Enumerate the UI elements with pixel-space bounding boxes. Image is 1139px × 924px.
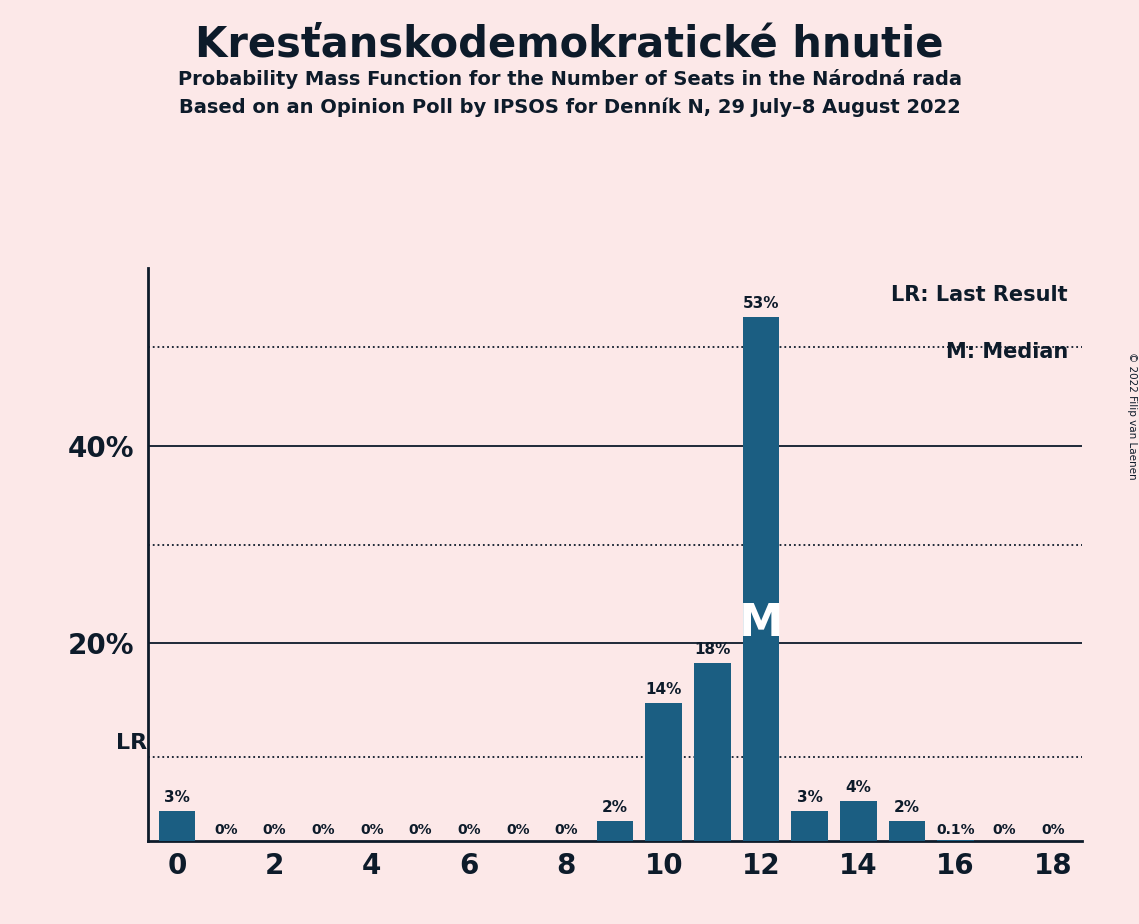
Text: M: M [739, 602, 784, 645]
Text: LR: LR [116, 733, 147, 753]
Bar [597, 821, 633, 841]
Text: LR: Last Result: LR: Last Result [892, 286, 1068, 305]
Text: 4%: 4% [845, 781, 871, 796]
Text: 0%: 0% [214, 823, 238, 837]
Bar [694, 663, 730, 841]
Bar [159, 811, 196, 841]
Text: 0.1%: 0.1% [936, 823, 975, 837]
Text: 0%: 0% [506, 823, 530, 837]
Text: 0%: 0% [555, 823, 579, 837]
Text: 2%: 2% [894, 800, 920, 815]
Text: 0%: 0% [458, 823, 481, 837]
Text: 0%: 0% [360, 823, 384, 837]
Bar [888, 821, 925, 841]
Text: M: Median: M: Median [945, 343, 1068, 362]
Text: 0%: 0% [1041, 823, 1065, 837]
Text: © 2022 Filip van Laenen: © 2022 Filip van Laenen [1126, 352, 1137, 480]
Text: Based on an Opinion Poll by IPSOS for Denník N, 29 July–8 August 2022: Based on an Opinion Poll by IPSOS for De… [179, 97, 960, 116]
Bar [792, 811, 828, 841]
Text: 53%: 53% [743, 297, 779, 311]
Text: 0%: 0% [263, 823, 286, 837]
Text: 14%: 14% [646, 682, 682, 697]
Bar [937, 840, 974, 841]
Text: 3%: 3% [164, 790, 190, 806]
Bar [841, 801, 877, 841]
Text: Probability Mass Function for the Number of Seats in the Národná rada: Probability Mass Function for the Number… [178, 69, 961, 90]
Text: 18%: 18% [694, 642, 730, 657]
Text: Kresťanskodemokratické hnutie: Kresťanskodemokratické hnutie [195, 23, 944, 65]
Bar [743, 317, 779, 841]
Text: 0%: 0% [311, 823, 335, 837]
Bar [646, 702, 682, 841]
Text: 0%: 0% [409, 823, 433, 837]
Text: 2%: 2% [603, 800, 628, 815]
Text: 0%: 0% [992, 823, 1016, 837]
Text: 3%: 3% [796, 790, 822, 806]
